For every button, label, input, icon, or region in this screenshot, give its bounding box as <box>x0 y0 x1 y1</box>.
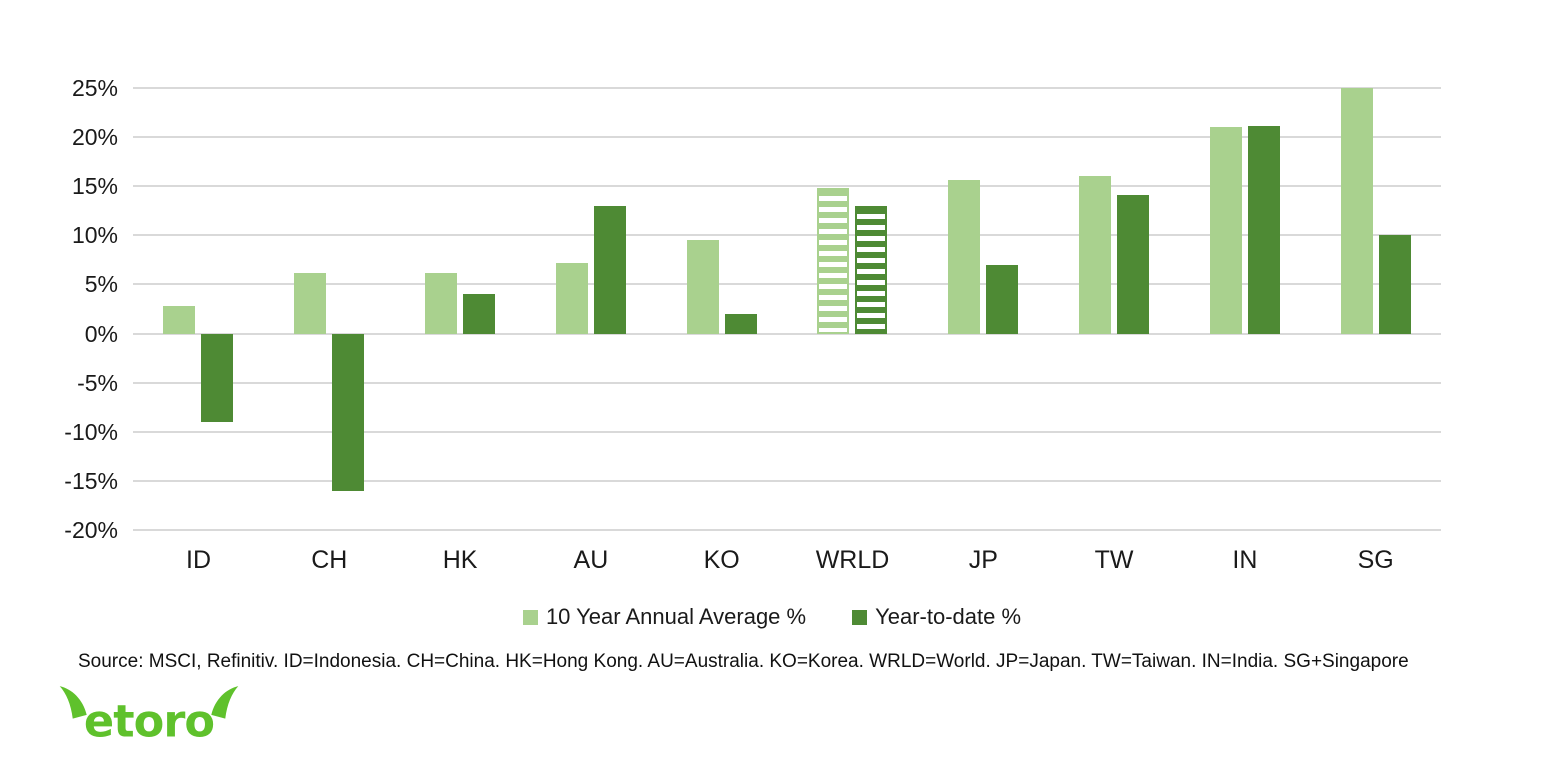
gridline <box>133 430 1441 433</box>
x-axis-category-label: KO <box>703 546 740 574</box>
x-axis-category-label: WRLD <box>815 546 890 574</box>
bull-horn-left-icon <box>59 686 87 719</box>
bar-avg-WRLD <box>817 188 850 334</box>
gridline <box>133 529 1441 531</box>
bar-avg-ID <box>163 306 196 334</box>
bar-ytd-TW <box>1117 195 1149 334</box>
x-axis-category-label: JP <box>968 546 998 574</box>
bar-ytd-KO <box>724 313 757 334</box>
y-axis-tick-label: 5% <box>84 271 118 298</box>
bar-avg-CH <box>294 272 327 334</box>
gridline <box>133 332 1441 335</box>
bar-ytd-HK <box>463 294 495 334</box>
bar-avg-IN <box>1209 127 1242 334</box>
bar-ytd-AU <box>593 205 626 334</box>
bar-ytd-SG <box>1378 235 1411 334</box>
gridline <box>133 381 1441 384</box>
logo-wordmark: etoro <box>84 695 214 747</box>
x-axis-category-label: IN <box>1232 546 1258 574</box>
y-axis-tick-label: 25% <box>71 75 118 101</box>
legend-swatch-light-green <box>522 609 538 625</box>
bar-ytd-ID <box>201 333 234 422</box>
bar-avg-HK <box>425 272 457 334</box>
y-axis-tick-label: 10% <box>71 222 118 249</box>
gridline <box>133 136 1441 139</box>
chart-legend: 10 Year Annual Average % Year-to-date % <box>0 604 1544 630</box>
bar-avg-SG <box>1340 88 1373 334</box>
y-axis-tick-label: -5% <box>77 369 118 396</box>
legend-swatch-dark-green <box>852 609 868 625</box>
bar-avg-TW <box>1079 176 1111 334</box>
bar-avg-KO <box>686 240 719 334</box>
legend-item-10yr: 10 Year Annual Average % <box>522 604 807 630</box>
x-axis-category-label: TW <box>1094 546 1134 574</box>
bar-avg-AU <box>555 262 588 334</box>
x-axis-category-label: CH <box>311 546 348 574</box>
bar-ytd-CH <box>332 333 365 491</box>
source-attribution: Source: MSCI, Refinitiv. ID=Indonesia. C… <box>78 651 1409 672</box>
gridline <box>133 185 1441 188</box>
legend-label: 10 Year Annual Average % <box>545 604 807 629</box>
y-axis-tick-label: -15% <box>64 467 118 494</box>
y-axis-tick-label: 20% <box>71 124 118 151</box>
y-axis-tick-label: 15% <box>71 173 118 200</box>
y-axis-tick-label: 0% <box>84 320 118 347</box>
x-axis-category-label: HK <box>442 546 478 574</box>
bull-horn-right-icon <box>211 686 239 719</box>
bar-ytd-JP <box>986 264 1019 334</box>
legend-label: Year-to-date % <box>875 604 1022 629</box>
x-axis-category-label: ID <box>186 546 211 574</box>
etoro-logo: etoro <box>59 686 239 747</box>
gridline <box>133 234 1441 237</box>
gridline <box>133 87 1441 89</box>
x-axis-category-label: SG <box>1357 546 1394 574</box>
bar-ytd-WRLD <box>855 205 888 334</box>
x-axis-category-label: AU <box>573 546 609 574</box>
y-axis-tick-label: -20% <box>64 517 118 543</box>
gridline <box>133 283 1441 286</box>
bar-ytd-IN <box>1247 126 1280 334</box>
legend-item-ytd: Year-to-date % <box>852 604 1021 630</box>
gridline <box>133 479 1441 482</box>
y-axis-tick-label: -10% <box>64 418 118 445</box>
bar-avg-JP <box>948 180 981 334</box>
